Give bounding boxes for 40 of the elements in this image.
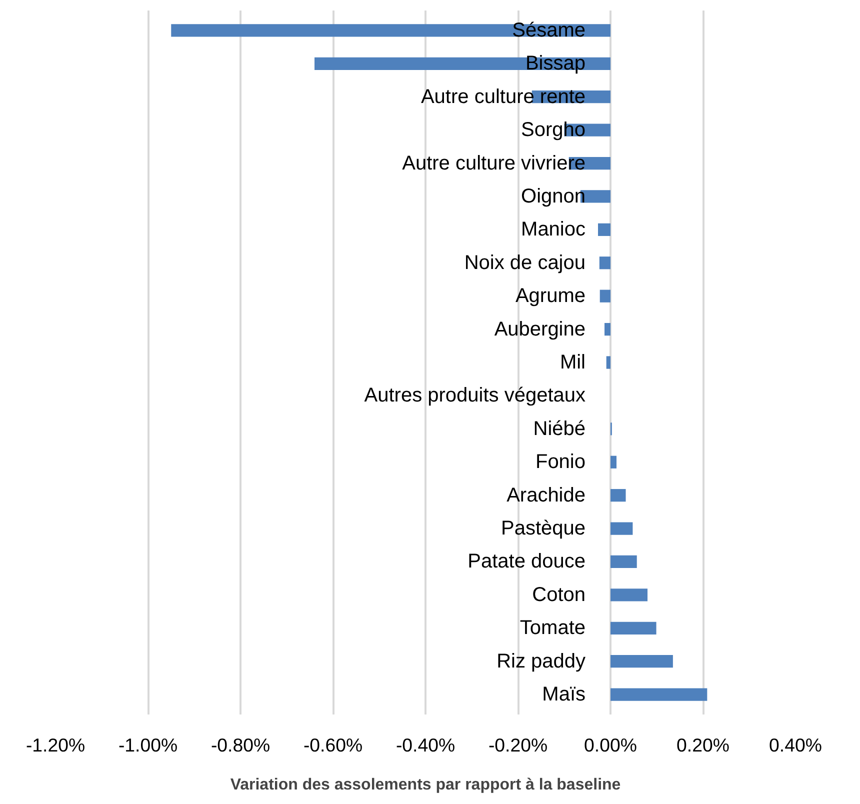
y-tick-label: Coton [532, 584, 586, 606]
bar [604, 322, 610, 336]
y-tick-label: Aubergine [494, 318, 586, 340]
y-tick-label: Autres produits végetaux [364, 384, 586, 407]
x-tick-label: -0.60% [303, 734, 363, 756]
bar [610, 522, 633, 535]
y-tick-label: Maïs [542, 684, 586, 706]
bar [599, 256, 610, 270]
x-tick-label: 0.20% [676, 734, 730, 756]
x-tick-label: -1.00% [118, 734, 178, 756]
bar [598, 223, 610, 236]
y-tick-label: Patate douce [468, 550, 586, 573]
y-tick-label: Manioc [521, 218, 586, 241]
x-tick-label: -0.40% [396, 734, 456, 756]
y-tick-label: Arachide [506, 484, 586, 506]
y-tick-label: Sésame [512, 19, 586, 42]
bar [610, 655, 673, 668]
x-tick-label: 0.40% [769, 734, 822, 756]
bar [610, 489, 626, 502]
bar [600, 290, 610, 302]
y-tick-label: Noix de cajou [464, 252, 586, 274]
y-tick-label: Niébé [533, 418, 586, 440]
y-tick-label: Fonio [535, 451, 586, 474]
y-tick-label: Bissap [525, 52, 586, 75]
y-tick-label: Pastèque [500, 518, 586, 540]
x-axis-title: Variation des assolements par rapport à la baseline [230, 776, 621, 794]
bar [606, 356, 610, 369]
bar [610, 555, 637, 568]
bar [610, 688, 708, 701]
y-tick-label: Riz paddy [496, 650, 586, 672]
bar [610, 622, 656, 634]
x-tick-label: 0.00% [584, 734, 637, 756]
x-tick-label: -1.20% [26, 734, 86, 756]
bar [610, 456, 617, 468]
x-tick-label: -0.20% [488, 734, 548, 756]
y-tick-label: Mil [560, 352, 586, 374]
y-tick-label: Tomate [520, 617, 586, 640]
x-tick-label: -0.80% [210, 734, 270, 756]
y-tick-label: Agrume [515, 285, 586, 308]
bar [610, 588, 648, 602]
